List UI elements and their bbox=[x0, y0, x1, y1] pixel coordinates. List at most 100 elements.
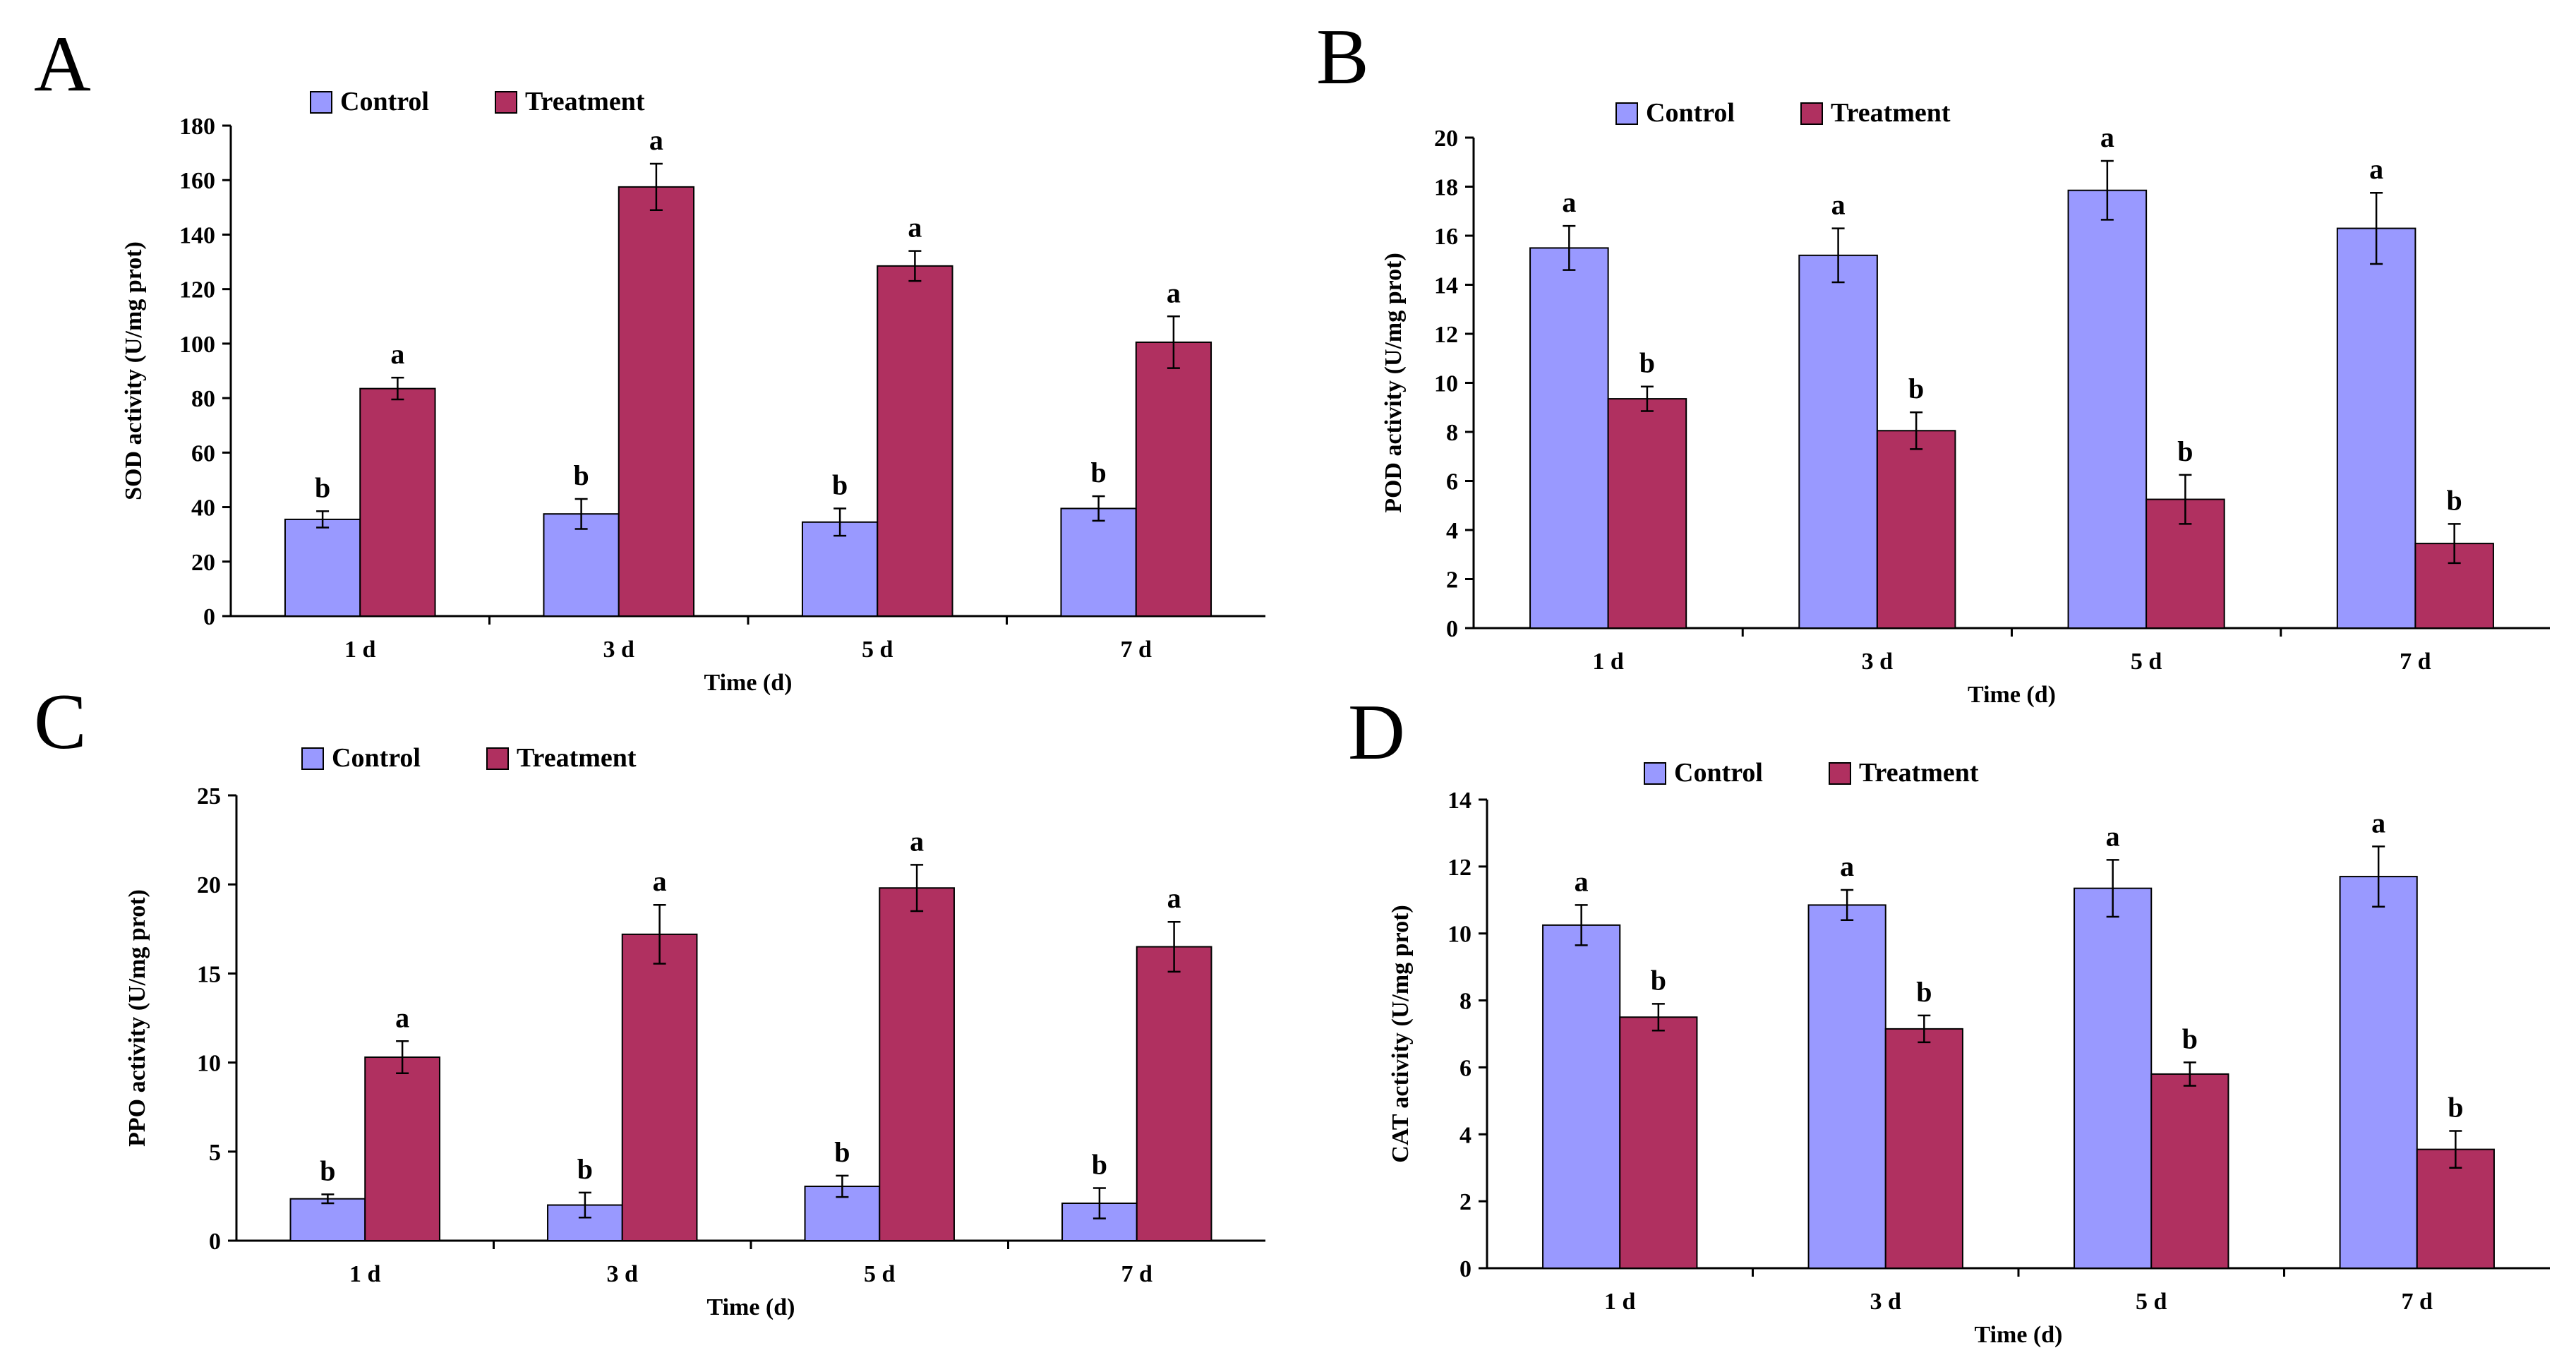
significance-label: a bbox=[908, 212, 922, 243]
significance-label: a bbox=[1562, 186, 1576, 218]
y-axis-title: POD activity (U/mg prot) bbox=[1380, 253, 1407, 513]
x-axis-title: Time (d) bbox=[1975, 1322, 2063, 1348]
treatment-bar bbox=[1136, 946, 1212, 1242]
control-bar bbox=[284, 518, 361, 617]
y-tick-label: 16 bbox=[1434, 224, 1458, 250]
control-bar bbox=[2067, 189, 2148, 629]
significance-label: b bbox=[1639, 347, 1655, 379]
control-bar bbox=[2074, 887, 2153, 1269]
y-tick-label: 40 bbox=[191, 495, 215, 522]
panel-letter: A bbox=[34, 20, 91, 108]
legend-label: Control bbox=[340, 87, 429, 116]
treatment-bar bbox=[1619, 1016, 1698, 1270]
x-tick-label: 7 d bbox=[1121, 1261, 1153, 1287]
y-tick-label: 120 bbox=[179, 277, 215, 303]
y-tick-label: 15 bbox=[197, 961, 221, 987]
legend-label: Treatment bbox=[517, 743, 637, 773]
significance-label: a bbox=[390, 338, 404, 370]
y-tick-label: 20 bbox=[191, 550, 215, 576]
significance-label: b bbox=[320, 1155, 335, 1186]
control-bar bbox=[1529, 247, 1609, 629]
y-tick-label: 18 bbox=[1434, 175, 1458, 201]
y-tick-label: 10 bbox=[1448, 922, 1471, 948]
panel-a: A 0 20 40 60 80 100 120 140 160 180 SOD activity (U… bbox=[34, 20, 1265, 696]
y-tick-label: 20 bbox=[197, 872, 221, 898]
significance-label: b bbox=[1916, 976, 1932, 1008]
significance-label: a bbox=[1831, 189, 1846, 221]
legend-label: Control bbox=[1646, 98, 1735, 128]
legend-label: Treatment bbox=[1859, 758, 1979, 788]
x-tick-label: 3 d bbox=[1862, 649, 1894, 675]
y-axis-title: PPO activity (U/mg prot) bbox=[124, 889, 150, 1147]
y-tick-label: 14 bbox=[1434, 273, 1458, 299]
x-tick-label: 1 d bbox=[349, 1261, 381, 1287]
y-tick-label: 12 bbox=[1448, 855, 1471, 881]
control-bar bbox=[1798, 254, 1878, 629]
y-tick-label: 0 bbox=[203, 604, 215, 630]
treatment-bar bbox=[879, 887, 955, 1242]
y-tick-label: 2 bbox=[1459, 1189, 1471, 1215]
y-tick-label: 14 bbox=[1448, 788, 1471, 814]
significance-label: b bbox=[2182, 1023, 2198, 1054]
x-tick-label: 7 d bbox=[2402, 1289, 2433, 1315]
control-bar bbox=[801, 521, 879, 618]
legend-label: Control bbox=[332, 743, 421, 773]
significance-label: b bbox=[1090, 457, 1106, 488]
significance-label: b bbox=[2448, 1092, 2463, 1124]
control-bar bbox=[2339, 876, 2418, 1269]
treatment-bar bbox=[1884, 1028, 1963, 1270]
x-tick-label: 1 d bbox=[1604, 1289, 1636, 1315]
x-tick-label: 7 d bbox=[2400, 649, 2431, 675]
treatment-bar bbox=[877, 265, 953, 617]
x-tick-label: 7 d bbox=[1121, 637, 1152, 663]
panel-b: B 0 2 4 6 8 10 12 14 16 18 20 POD activity (U/mg pro… bbox=[1316, 13, 2550, 708]
significance-label: a bbox=[910, 825, 924, 857]
treatment-bar bbox=[1876, 430, 1956, 629]
legend-label: Treatment bbox=[1831, 98, 1951, 128]
significance-label: a bbox=[1840, 850, 1854, 882]
significance-label: a bbox=[2100, 121, 2114, 153]
control-legend-swatch bbox=[310, 91, 332, 114]
y-axis-title: CAT activity (U/mg prot) bbox=[1388, 905, 1414, 1162]
significance-label: b bbox=[834, 1136, 850, 1168]
x-tick-label: 1 d bbox=[1592, 649, 1624, 675]
panel-c: C 0 5 10 15 20 25 PPO activity (U/mg prot) 1 d b a… bbox=[34, 678, 1265, 1320]
y-tick-label: 8 bbox=[1446, 420, 1458, 446]
treatment-bar bbox=[359, 387, 436, 617]
treatment-legend-swatch bbox=[1829, 762, 1851, 785]
x-tick-label: 3 d bbox=[607, 1261, 639, 1287]
y-tick-label: 180 bbox=[179, 114, 215, 140]
control-bar bbox=[1542, 924, 1621, 1270]
control-bar bbox=[1060, 507, 1137, 617]
x-axis-title: Time (d) bbox=[707, 1294, 795, 1320]
x-tick-label: 3 d bbox=[1870, 1289, 1902, 1315]
significance-label: a bbox=[1167, 277, 1181, 308]
x-tick-label: 5 d bbox=[864, 1261, 896, 1287]
x-tick-label: 5 d bbox=[862, 637, 893, 663]
y-tick-label: 10 bbox=[1434, 371, 1458, 397]
treatment-bar bbox=[618, 186, 695, 617]
significance-label: b bbox=[1651, 964, 1666, 996]
control-legend-swatch bbox=[301, 747, 324, 770]
y-axis-title: SOD activity (U/mg prot) bbox=[121, 241, 147, 500]
legend-label: Control bbox=[1674, 758, 1763, 788]
significance-label: a bbox=[2369, 153, 2383, 185]
y-tick-label: 140 bbox=[179, 222, 215, 248]
y-tick-label: 2 bbox=[1446, 567, 1458, 594]
x-axis-title: Time (d) bbox=[704, 670, 793, 696]
treatment-legend-swatch bbox=[495, 91, 517, 114]
treatment-bar bbox=[2150, 1073, 2229, 1270]
control-bar bbox=[1807, 904, 1886, 1269]
significance-label: b bbox=[1092, 1149, 1107, 1181]
significance-label: a bbox=[2371, 807, 2385, 838]
significance-label: a bbox=[1575, 865, 1589, 897]
y-tick-label: 6 bbox=[1446, 469, 1458, 495]
treatment-bar bbox=[621, 933, 698, 1241]
control-legend-swatch bbox=[1615, 102, 1638, 125]
significance-label: a bbox=[649, 124, 663, 156]
treatment-legend-swatch bbox=[1800, 102, 1823, 125]
y-tick-label: 6 bbox=[1459, 1055, 1471, 1081]
y-tick-label: 20 bbox=[1434, 126, 1458, 152]
y-tick-label: 12 bbox=[1434, 322, 1458, 348]
